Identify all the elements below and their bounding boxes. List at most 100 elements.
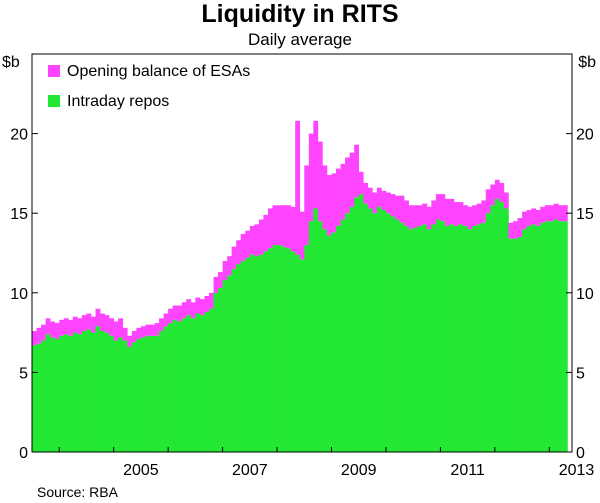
bar-opening-balance bbox=[109, 318, 114, 336]
bar-opening-balance bbox=[249, 225, 255, 255]
bar-opening-balance bbox=[558, 205, 564, 222]
bar-opening-balance bbox=[213, 276, 219, 293]
bar-opening-balance bbox=[562, 205, 568, 222]
bar-intraday-repos bbox=[476, 224, 482, 452]
right-axis-unit: $b bbox=[578, 54, 596, 71]
bar-opening-balance bbox=[77, 318, 83, 335]
bar-opening-balance bbox=[476, 203, 482, 225]
bar-intraday-repos bbox=[503, 208, 509, 452]
chart-subtitle: Daily average bbox=[248, 30, 352, 49]
bar-intraday-repos bbox=[526, 225, 532, 452]
bar-intraday-repos bbox=[367, 208, 373, 452]
bar-opening-balance bbox=[367, 187, 373, 209]
bar-opening-balance bbox=[299, 211, 305, 260]
bar-intraday-repos bbox=[72, 332, 78, 452]
bar-opening-balance bbox=[149, 324, 155, 336]
bar-opening-balance bbox=[440, 194, 446, 222]
bar-intraday-repos bbox=[395, 219, 400, 452]
bar-opening-balance bbox=[463, 205, 468, 226]
bar-opening-balance bbox=[204, 295, 210, 312]
bar-opening-balance bbox=[349, 152, 355, 207]
y-tick-label-left: 10 bbox=[10, 286, 28, 303]
bar-opening-balance bbox=[258, 219, 264, 255]
x-tick-label: 2007 bbox=[232, 462, 268, 479]
bar-spike bbox=[295, 120, 301, 255]
bar-intraday-repos bbox=[186, 315, 192, 452]
y-tick-label-right: 5 bbox=[576, 365, 585, 382]
bar-intraday-repos bbox=[540, 222, 546, 452]
bar-opening-balance bbox=[145, 324, 151, 336]
legend-swatch bbox=[48, 65, 60, 77]
bar-opening-balance bbox=[32, 331, 37, 346]
bar-intraday-repos bbox=[149, 335, 155, 452]
bar-opening-balance bbox=[168, 308, 173, 324]
bar-opening-balance bbox=[458, 202, 464, 225]
bar-intraday-repos bbox=[281, 246, 287, 452]
bar-intraday-repos bbox=[431, 224, 437, 452]
legend-label: Opening balance of ESAs bbox=[67, 63, 250, 80]
bar-intraday-repos bbox=[463, 225, 468, 452]
bar-intraday-repos bbox=[54, 338, 60, 452]
bar-intraday-repos bbox=[218, 288, 223, 452]
bar-opening-balance bbox=[72, 316, 78, 333]
bar-intraday-repos bbox=[227, 275, 232, 452]
x-tick-label: 2013 bbox=[559, 462, 595, 479]
bar-intraday-repos bbox=[277, 245, 282, 452]
bar-opening-balance bbox=[231, 246, 237, 269]
bar-opening-balance bbox=[186, 299, 192, 316]
y-tick-label-right: 15 bbox=[576, 206, 594, 223]
bar-opening-balance bbox=[163, 313, 169, 327]
bar-opening-balance bbox=[535, 210, 541, 226]
bar-opening-balance bbox=[363, 182, 369, 204]
bar-intraday-repos bbox=[145, 335, 151, 452]
bar-intraday-repos bbox=[413, 227, 419, 452]
bar-opening-balance bbox=[63, 318, 69, 335]
bar-intraday-repos bbox=[299, 259, 305, 452]
bar-intraday-repos bbox=[109, 335, 114, 452]
bar-intraday-repos bbox=[208, 308, 214, 452]
bar-intraday-repos bbox=[286, 248, 291, 452]
bar-intraday-repos bbox=[118, 337, 124, 452]
bar-opening-balance bbox=[331, 173, 337, 233]
bar-intraday-repos bbox=[204, 311, 210, 452]
bar-intraday-repos bbox=[272, 245, 278, 452]
bar-opening-balance bbox=[444, 198, 450, 226]
bar-opening-balance bbox=[122, 327, 128, 341]
bar-opening-balance bbox=[544, 205, 550, 222]
bar-intraday-repos bbox=[336, 225, 341, 452]
bar-intraday-repos bbox=[290, 251, 296, 452]
bar-opening-balance bbox=[68, 319, 74, 336]
bar-intraday-repos bbox=[100, 331, 105, 452]
bar-intraday-repos bbox=[544, 221, 550, 452]
bar-intraday-repos bbox=[499, 202, 505, 452]
bar-intraday-repos bbox=[36, 343, 42, 452]
bar-intraday-repos bbox=[535, 225, 541, 452]
bar-intraday-repos bbox=[376, 206, 382, 452]
bar-opening-balance bbox=[395, 195, 400, 220]
bar-intraday-repos bbox=[553, 219, 559, 452]
bar-opening-balance bbox=[390, 194, 396, 217]
bar-intraday-repos bbox=[159, 331, 164, 452]
bar-intraday-repos bbox=[549, 221, 555, 452]
bar-opening-balance bbox=[218, 272, 223, 289]
bar-opening-balance bbox=[263, 214, 269, 252]
bar-opening-balance bbox=[131, 331, 137, 343]
bar-opening-balance bbox=[154, 323, 160, 336]
bar-opening-balance bbox=[172, 305, 178, 320]
y-tick-label-right: 10 bbox=[576, 286, 594, 303]
bar-intraday-repos bbox=[168, 323, 173, 452]
bar-opening-balance bbox=[222, 260, 228, 281]
bar-intraday-repos bbox=[313, 208, 319, 452]
bar-opening-balance bbox=[199, 299, 205, 316]
bar-intraday-repos bbox=[408, 229, 414, 452]
bar-opening-balance bbox=[267, 208, 273, 249]
bar-intraday-repos bbox=[177, 321, 183, 452]
bar-intraday-repos bbox=[231, 268, 237, 452]
y-tick-label-right: 20 bbox=[576, 127, 594, 144]
bar-intraday-repos bbox=[222, 280, 228, 452]
bar-intraday-repos bbox=[354, 197, 360, 452]
bar-intraday-repos bbox=[422, 224, 428, 452]
bar-opening-balance bbox=[90, 316, 96, 333]
bar-intraday-repos bbox=[454, 225, 459, 452]
